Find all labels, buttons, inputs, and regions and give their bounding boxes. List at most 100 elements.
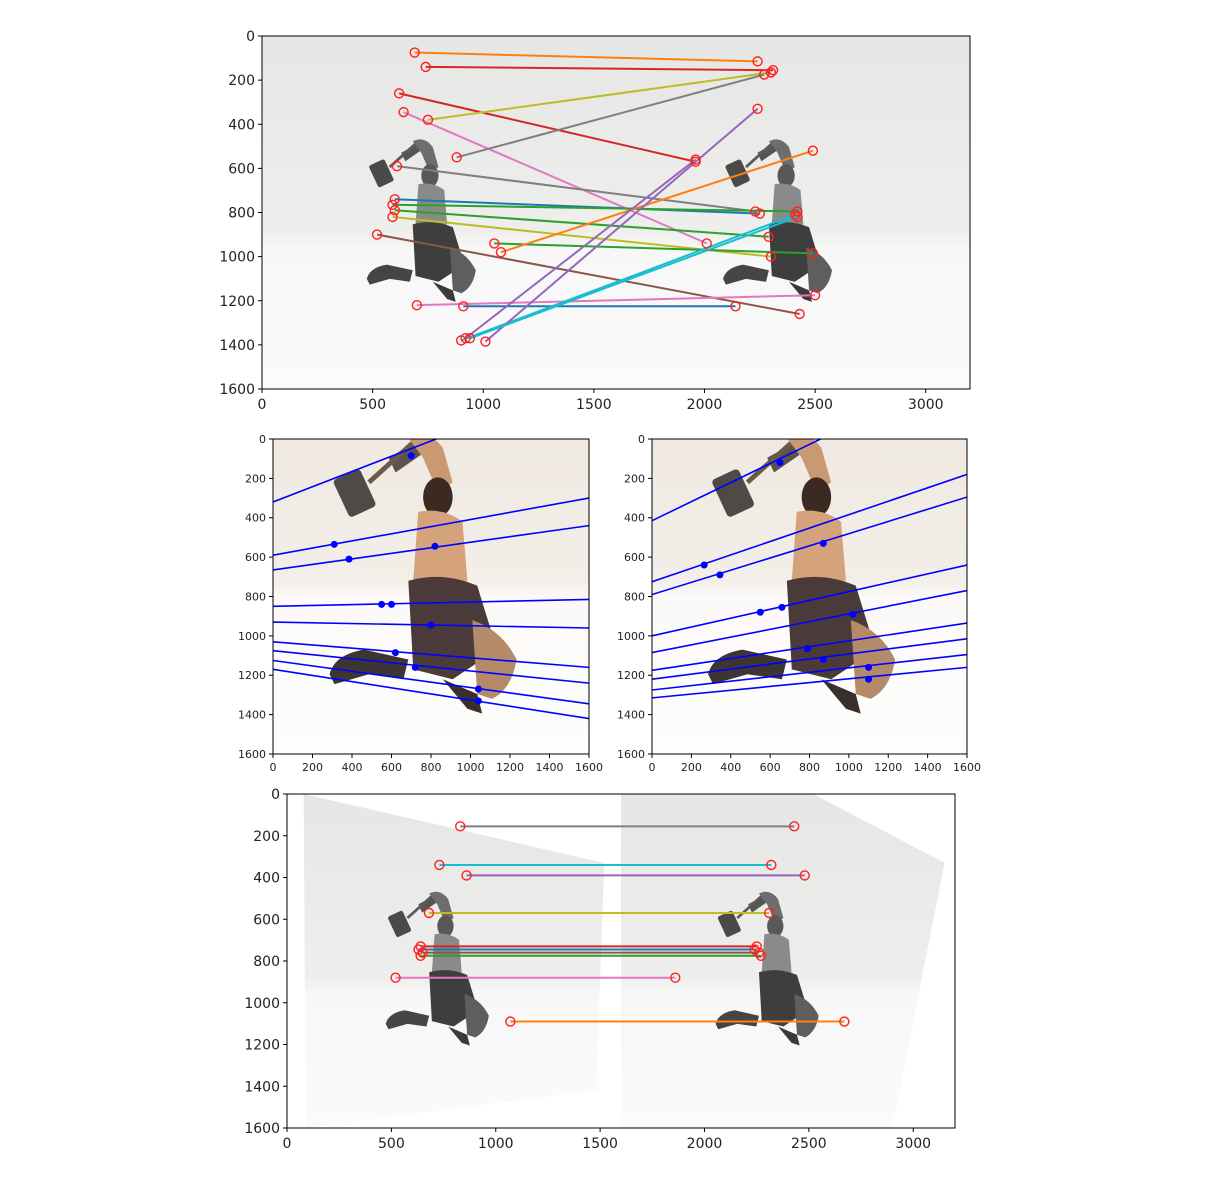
x-tick-label: 1000 <box>835 761 863 774</box>
keypoint-right-19 <box>792 211 803 223</box>
x-tick-label: 2500 <box>797 397 833 413</box>
y-tick-label: 1400 <box>238 709 266 722</box>
keypoint-left-1 <box>434 859 445 871</box>
y-tick-label: 800 <box>253 954 280 970</box>
match-line-6 <box>396 165 756 213</box>
x-tick-label: 1500 <box>576 397 612 413</box>
point-6 <box>427 621 435 629</box>
y-axis: 0 200 400 600 800 1000 1200 1400 1600 <box>238 433 273 761</box>
y-tick-label: 1600 <box>617 748 645 761</box>
x-axis: 0 500 1000 1500 2000 2500 3000 <box>258 389 944 413</box>
keypoint-left-1 <box>420 61 431 73</box>
y-tick-label: 600 <box>245 551 266 564</box>
keypoint-right-12 <box>807 248 819 259</box>
x-tick-label: 800 <box>799 761 820 774</box>
epilines <box>652 439 967 699</box>
x-tick-label: 3000 <box>895 1136 931 1152</box>
keypoint-left-7 <box>389 194 400 205</box>
photo-pair <box>262 36 970 389</box>
y-tick-label: 800 <box>245 590 266 603</box>
y-tick-label: 1200 <box>219 294 255 310</box>
epiline-1 <box>273 497 589 556</box>
point-9 <box>474 685 482 693</box>
y-tick-label: 1000 <box>238 630 266 643</box>
match-line-17 <box>484 108 759 343</box>
keypoint-left-0 <box>409 47 420 58</box>
keypoint-left-18 <box>460 333 471 344</box>
y-tick-label: 0 <box>259 433 266 446</box>
x-tick-label: 2500 <box>791 1136 827 1152</box>
point-10 <box>865 675 873 683</box>
match-line-2 <box>398 92 696 163</box>
keypoint-right-13 <box>807 145 819 156</box>
x-tick-label: 1600 <box>953 761 981 774</box>
y-tick-label: 1600 <box>238 748 266 761</box>
match-lines <box>390 821 850 1027</box>
y-tick-label: 1200 <box>238 669 266 682</box>
point-9 <box>865 663 873 671</box>
point-4 <box>378 600 386 608</box>
panel-epilines-right: 0 200 400 600 800 1000 1200 1400 1600 0 200 400 600 8… <box>617 433 981 774</box>
point-5 <box>388 600 395 608</box>
x-tick-label: 1400 <box>914 761 942 774</box>
y-tick-label: 200 <box>245 472 266 485</box>
keypoint-left-9 <box>505 1016 516 1027</box>
x-tick-label: 200 <box>681 761 702 774</box>
plot-area <box>287 794 955 1128</box>
point-0 <box>407 452 415 460</box>
match-line-5 <box>456 73 765 159</box>
point-7 <box>391 649 399 657</box>
y-tick-label: 600 <box>253 912 280 928</box>
x-tick-label: 1600 <box>575 761 603 774</box>
y-tick-label: 1600 <box>219 382 255 398</box>
point-2 <box>716 571 724 579</box>
keypoint-left-2 <box>393 88 405 99</box>
keypoint-right-3 <box>764 907 775 919</box>
plot-area <box>273 439 589 754</box>
epiline-6 <box>273 649 589 684</box>
x-tick-label: 1200 <box>496 761 524 774</box>
x-tick-label: 800 <box>421 761 442 774</box>
keypoint-right-0 <box>752 56 763 67</box>
keypoint-left-6 <box>391 160 403 172</box>
y-axis: 0 200 400 600 800 1000 1200 1400 1600 <box>219 29 262 398</box>
point-1 <box>330 540 338 548</box>
keypoint-left-12 <box>489 238 500 249</box>
x-tick-label: 400 <box>342 761 363 774</box>
panel-epilines-left: 0 200 400 600 800 1000 1200 1400 1600 0 200 400 600 8… <box>238 433 603 774</box>
x-tick-label: 200 <box>302 761 323 774</box>
y-tick-label: 400 <box>624 512 645 525</box>
x-tick-label: 1400 <box>536 761 564 774</box>
point-1 <box>700 561 708 569</box>
point-0 <box>776 459 784 467</box>
y-tick-label: 1200 <box>244 1038 280 1054</box>
keypoint-right-9 <box>839 1016 850 1027</box>
y-tick-label: 400 <box>228 117 255 133</box>
keypoint-right-9 <box>763 231 774 242</box>
point-3 <box>431 542 439 550</box>
panel-matches-unrectified: 0 500 1000 1500 2000 2500 3000 0 200 400 600 800 100… <box>219 29 971 413</box>
y-tick-label: 200 <box>228 73 255 89</box>
x-tick-label: 1000 <box>465 397 501 413</box>
x-tick-label: 2000 <box>687 1136 723 1152</box>
match-line-18 <box>464 158 697 340</box>
y-tick-label: 1000 <box>244 996 280 1012</box>
y-tick-label: 600 <box>228 161 255 177</box>
epiline-7 <box>273 659 589 705</box>
keypoint-right-0 <box>789 821 800 832</box>
point-5 <box>778 603 786 611</box>
keypoint-left-2 <box>461 870 472 881</box>
keypoint-left-19 <box>464 333 476 344</box>
point-10 <box>474 697 482 705</box>
keypoint-right-10 <box>765 251 777 262</box>
point-8 <box>819 656 827 663</box>
y-tick-label: 1000 <box>219 250 255 266</box>
y-tick-label: 0 <box>638 433 645 446</box>
epiline-0 <box>652 439 823 522</box>
keypoint-right-7 <box>755 950 767 961</box>
keypoint-right-11 <box>794 308 805 320</box>
y-tick-label: 800 <box>228 206 255 222</box>
epiline-6 <box>652 638 967 680</box>
keypoint-right-7 <box>754 208 766 219</box>
